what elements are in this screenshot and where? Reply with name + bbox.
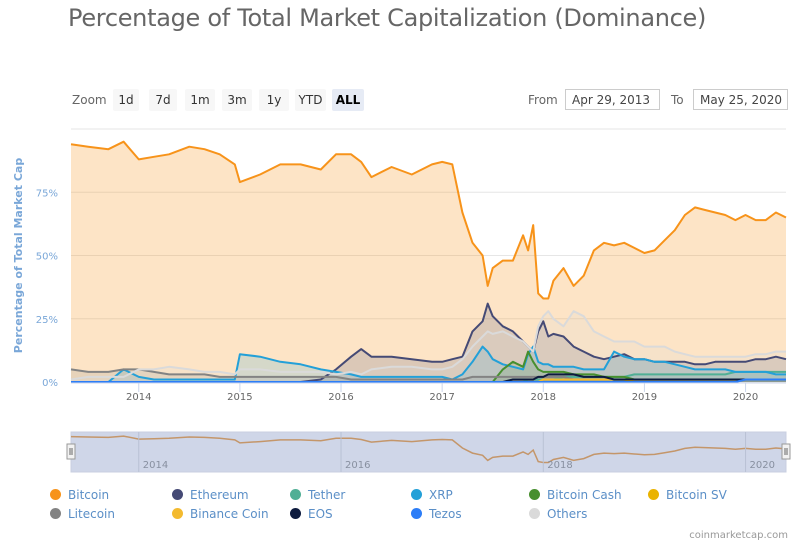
navigator-series-line — [70, 435, 787, 464]
legend-label: Binance Coin — [190, 507, 269, 521]
legend-item-bitcoin-cash[interactable]: Bitcoin Cash — [529, 488, 622, 502]
legend-marker-icon — [172, 508, 183, 519]
navigator-tick-label: 2020 — [750, 460, 775, 471]
x-tick-label: 2015 — [227, 392, 252, 403]
legend-marker-icon — [529, 508, 540, 519]
legend-marker-icon — [290, 489, 301, 500]
legend-item-eos[interactable]: EOS — [290, 507, 333, 521]
legend-item-litecoin[interactable]: Litecoin — [50, 507, 115, 521]
legend-item-tether[interactable]: Tether — [290, 488, 345, 502]
legend-label: Bitcoin Cash — [547, 488, 622, 502]
navigator-tick-label: 2018 — [547, 460, 572, 471]
from-date-input[interactable]: Apr 29, 2013 — [565, 89, 660, 110]
x-tick-label: 2017 — [429, 392, 454, 403]
legend-label: Tether — [308, 488, 346, 502]
chart-title: Percentage of Total Market Capitalizatio… — [68, 4, 707, 32]
legend-marker-icon — [50, 508, 61, 519]
zoom-button-7d[interactable]: 7d — [149, 89, 177, 111]
y-tick-label: 0% — [42, 378, 58, 389]
to-date-input[interactable]: May 25, 2020 — [693, 89, 788, 110]
zoom-button-all[interactable]: ALL — [332, 89, 364, 111]
legend-marker-icon — [172, 489, 183, 500]
legend-label: Bitcoin SV — [666, 488, 727, 502]
legend-item-bitcoin-sv[interactable]: Bitcoin SV — [648, 488, 727, 502]
legend-item-bitcoin[interactable]: Bitcoin — [50, 488, 109, 502]
credit-link[interactable]: coinmarketcap.com — [689, 530, 788, 541]
x-tick-label: 2020 — [733, 392, 758, 403]
zoom-button-1m[interactable]: 1m — [185, 89, 215, 111]
legend-label: Tezos — [429, 507, 462, 521]
navigator-handle-left[interactable] — [66, 443, 76, 460]
series-line-bitcoin[interactable] — [70, 140, 787, 300]
x-tick-label: 2016 — [328, 392, 353, 403]
legend-marker-icon — [290, 508, 301, 519]
legend-item-xrp[interactable]: XRP — [411, 488, 453, 502]
y-tick-label: 75% — [36, 188, 58, 199]
legend-label: Others — [547, 507, 588, 521]
zoom-label: Zoom — [72, 93, 107, 107]
legend-item-binance-coin[interactable]: Binance Coin — [172, 507, 269, 521]
series-area-bitcoin — [71, 141, 786, 382]
from-label: From — [528, 93, 558, 107]
zoom-button-1d[interactable]: 1d — [113, 89, 139, 111]
legend-item-tezos[interactable]: Tezos — [411, 507, 462, 521]
legend-label: Bitcoin — [68, 488, 110, 502]
legend-item-others[interactable]: Others — [529, 507, 587, 521]
legend-marker-icon — [50, 489, 61, 500]
navigator-tick-label: 2014 — [143, 460, 168, 471]
to-label: To — [671, 93, 684, 107]
series-area-litecoin — [71, 369, 786, 382]
navigator-handle-right[interactable] — [781, 443, 791, 460]
x-tick-label: 2014 — [126, 392, 151, 403]
zoom-button-1y[interactable]: 1y — [259, 89, 289, 111]
chart-svg: 0% 25% 50% 75% Percentage of Total Market Ca… — [12, 128, 791, 473]
navigator-tick-label: 2016 — [345, 460, 370, 471]
y-tick-label: 50% — [36, 252, 58, 263]
legend-label: Ethereum — [190, 488, 249, 502]
legend-item-ethereum[interactable]: Ethereum — [172, 488, 249, 502]
legend-marker-icon — [529, 489, 540, 500]
zoom-button-3m[interactable]: 3m — [222, 89, 252, 111]
series-line-tezos[interactable] — [71, 378, 786, 383]
series-line-others[interactable] — [70, 310, 786, 381]
y-axis-title: Percentage of Total Market Cap — [12, 158, 25, 354]
x-tick-label: 2019 — [632, 392, 657, 403]
legend-label: XRP — [429, 488, 453, 502]
zoom-button-ytd[interactable]: YTD — [295, 89, 326, 111]
legend-marker-icon — [648, 489, 659, 500]
legend-marker-icon — [411, 508, 422, 519]
y-tick-label: 25% — [36, 315, 58, 326]
legend-label: EOS — [308, 507, 333, 521]
x-tick-label: 2018 — [531, 392, 556, 403]
legend-label: Litecoin — [68, 507, 115, 521]
legend-marker-icon — [411, 489, 422, 500]
